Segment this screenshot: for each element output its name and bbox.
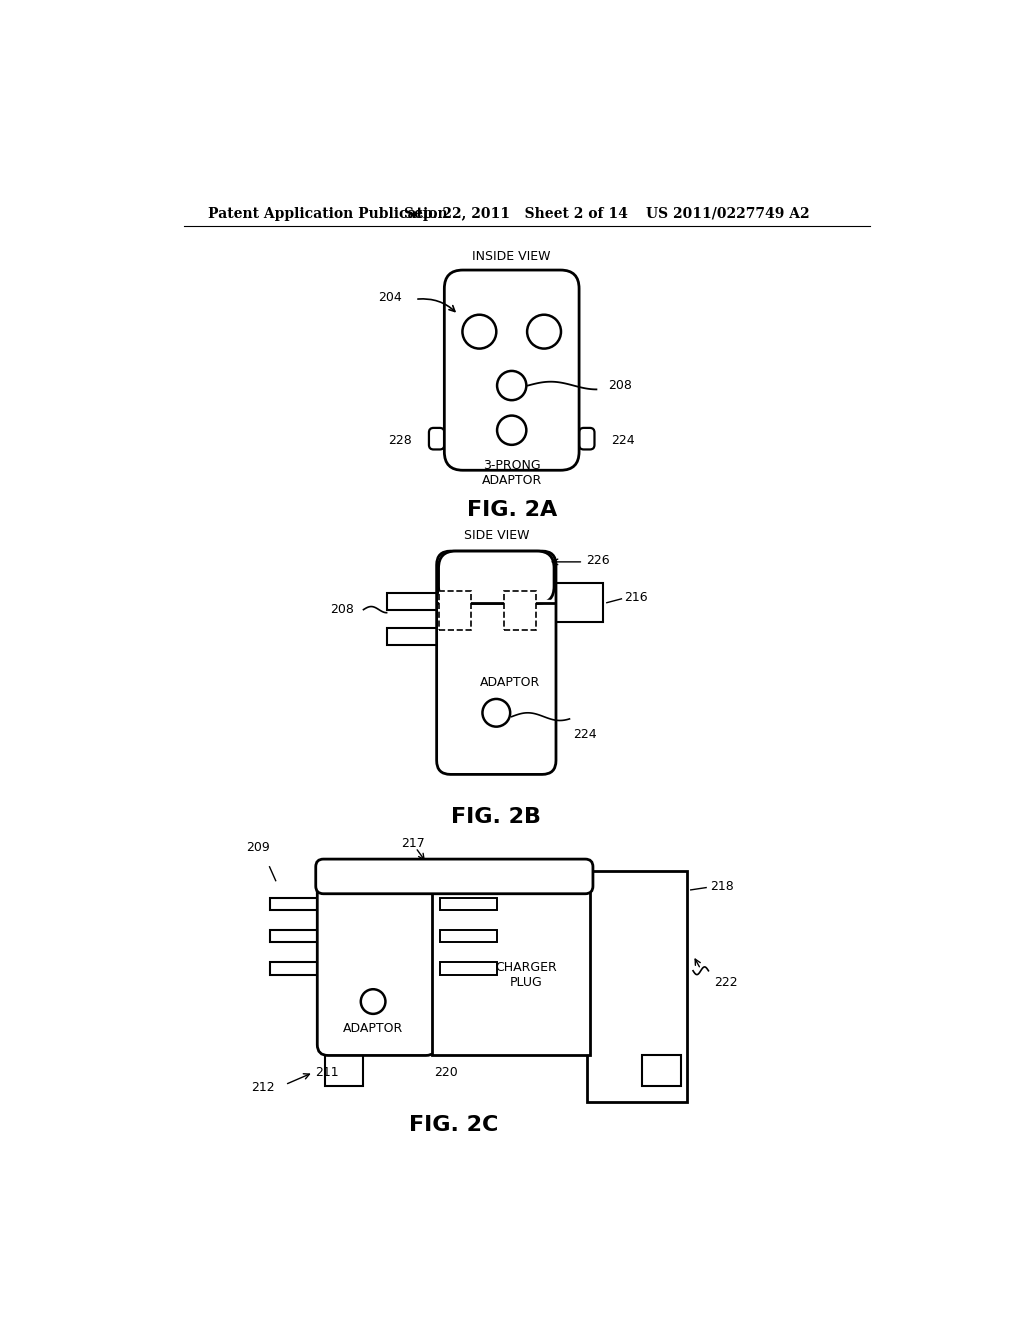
Bar: [439, 898, 498, 909]
Bar: [325, 1056, 364, 1086]
Text: 228: 228: [388, 434, 412, 446]
Circle shape: [482, 700, 510, 726]
Text: 226: 226: [587, 554, 610, 566]
Bar: [587, 871, 687, 1102]
Text: 218: 218: [710, 879, 734, 892]
Text: US 2011/0227749 A2: US 2011/0227749 A2: [646, 207, 810, 220]
Text: 208: 208: [331, 603, 354, 616]
FancyBboxPatch shape: [429, 428, 444, 449]
Text: 3-PRONG
ADAPTOR: 3-PRONG ADAPTOR: [481, 458, 542, 487]
Circle shape: [463, 314, 497, 348]
Text: 216: 216: [625, 591, 648, 603]
Text: Sep. 22, 2011   Sheet 2 of 14: Sep. 22, 2011 Sheet 2 of 14: [403, 207, 628, 220]
Bar: [642, 1056, 681, 1086]
Bar: [439, 962, 498, 974]
Text: 211: 211: [314, 1065, 338, 1078]
Text: INSIDE VIEW: INSIDE VIEW: [472, 249, 551, 263]
FancyBboxPatch shape: [444, 271, 580, 470]
Bar: [269, 929, 324, 942]
Bar: [504, 591, 537, 630]
Text: Patent Application Publication: Patent Application Publication: [208, 207, 447, 220]
Bar: [438, 591, 471, 630]
Bar: [269, 962, 324, 974]
Circle shape: [360, 989, 385, 1014]
FancyBboxPatch shape: [315, 859, 593, 894]
Bar: [553, 583, 603, 622]
Circle shape: [497, 371, 526, 400]
Text: FIG. 2A: FIG. 2A: [467, 500, 557, 520]
FancyBboxPatch shape: [580, 428, 595, 449]
Text: FIG. 2C: FIG. 2C: [410, 1115, 499, 1135]
Text: SIDE VIEW: SIDE VIEW: [464, 529, 529, 543]
Text: 220: 220: [434, 1065, 458, 1078]
Bar: [387, 628, 440, 645]
Text: ADAPTOR: ADAPTOR: [480, 676, 541, 689]
Text: 204: 204: [378, 290, 402, 304]
Bar: [432, 875, 590, 1056]
Bar: [387, 594, 440, 610]
Circle shape: [527, 314, 561, 348]
Text: CHARGER
PLUG: CHARGER PLUG: [496, 961, 557, 989]
Text: FIG. 2B: FIG. 2B: [452, 807, 542, 826]
Text: 212: 212: [251, 1081, 274, 1094]
FancyBboxPatch shape: [436, 552, 556, 775]
Text: 208: 208: [608, 379, 632, 392]
FancyBboxPatch shape: [317, 875, 436, 1056]
Text: 224: 224: [611, 434, 635, 446]
Circle shape: [497, 416, 526, 445]
Text: 209: 209: [246, 841, 270, 854]
FancyBboxPatch shape: [438, 552, 554, 603]
Text: 224: 224: [573, 727, 597, 741]
Bar: [269, 898, 324, 909]
Text: 217: 217: [400, 837, 425, 850]
Text: 222: 222: [714, 975, 737, 989]
Bar: [439, 929, 498, 942]
Text: ADAPTOR: ADAPTOR: [343, 1022, 403, 1035]
